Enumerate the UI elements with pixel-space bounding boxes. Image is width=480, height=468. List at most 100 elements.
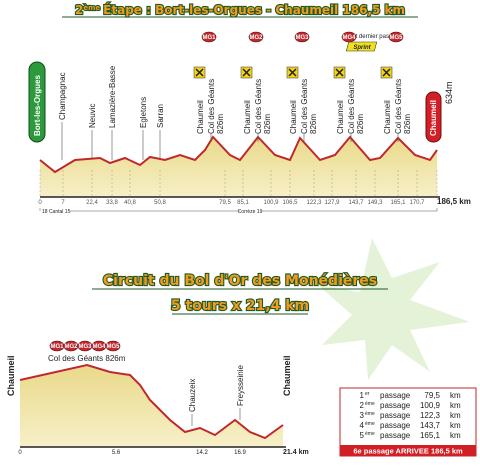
km-label: 40,8 [124, 200, 136, 206]
passages-table [339, 387, 477, 457]
finish-badge [425, 91, 442, 143]
climb-icon-x [288, 68, 297, 77]
road-label: Corrèze 19 [238, 209, 263, 215]
km-label: 85,1 [237, 200, 249, 206]
km-label: 33,8 [106, 200, 118, 206]
road-bracket [39, 208, 438, 212]
mg-badge-label: MG5 [106, 344, 120, 350]
km-label: 106,5 [282, 200, 298, 206]
climb-alt: 826m [216, 114, 225, 134]
climb-alt: 826m [263, 114, 272, 134]
row-unit: km [450, 411, 461, 420]
climb-alt: 826m [403, 114, 412, 134]
mg-badge [248, 31, 264, 43]
km-label: 170,7 [409, 200, 425, 206]
km-label: 7 [61, 200, 65, 206]
climb-town: Chaumeil [196, 100, 205, 134]
climb-icon-x [195, 68, 204, 77]
km-label: 186,5 km [437, 197, 471, 206]
climb-town: Chaumeil [336, 100, 345, 134]
km-label: 143,7 [348, 200, 364, 206]
row-word: passage [380, 421, 411, 430]
start-badge [28, 61, 46, 143]
decor-star [318, 238, 470, 380]
road-label: 18 Cantal 15 [42, 209, 71, 215]
row-unit: km [450, 421, 461, 430]
row-km: 165,1 [420, 431, 441, 440]
row-sup: ème [365, 411, 375, 417]
title-text: Étape : Bort-les-Orgues - Chaumeil 186,5… [103, 2, 405, 17]
row-km: 79,5 [424, 391, 440, 400]
mg-badge-label: MG3 [78, 344, 92, 350]
circuit-place: Chauzeix [188, 379, 197, 412]
circuit-place: Chaumeil [282, 355, 292, 396]
climb-alt: 826m [356, 114, 365, 134]
mg-badge-label: MG2 [64, 344, 78, 350]
circuit-terrain [20, 365, 283, 447]
place-label: Lamazière-Basse [108, 65, 117, 128]
title-number: 2 [75, 3, 83, 17]
row-unit: km [450, 401, 461, 410]
mg-badge [105, 340, 121, 352]
km-label: 165,1 [390, 200, 406, 206]
finish-label: Chaumeil [429, 100, 438, 136]
climb-town: Chaumeil [289, 100, 298, 134]
climb-col: Col des Géants [207, 79, 216, 134]
climb-icon-x [335, 68, 344, 77]
climb-col: Col des Géants [254, 79, 263, 134]
circuit-subtitle: 5 tours x 21,4 km [171, 298, 309, 314]
finish-altitude: 634m [444, 81, 454, 104]
climb-col: Col des Géants [300, 79, 309, 134]
sprint-label: Sprint [353, 45, 371, 51]
km-label: 127,9 [324, 200, 340, 206]
start-label: Bort-les-Orgues [33, 75, 42, 136]
climb-town: Chaumeil [243, 100, 252, 134]
row-sup: ème [365, 401, 375, 407]
circuit-km: 0 [18, 450, 22, 456]
circuit-km: 16.9 [234, 450, 246, 456]
km-label: 122,3 [306, 200, 322, 206]
mg-badge-label: MG1 [202, 35, 216, 41]
km-label: 22,4 [86, 200, 98, 206]
row-unit: km [450, 431, 461, 440]
place-label: Sarran [156, 104, 165, 128]
circuit-km: 14.2 [196, 450, 208, 456]
final-row-bg [340, 445, 476, 456]
row-km: 100,9 [420, 401, 441, 410]
row-ordinal: 1 [360, 391, 365, 400]
place-label: Neuvic [88, 104, 97, 128]
row-sup: ème [365, 421, 375, 427]
mg-badge [341, 31, 357, 43]
row-unit: km [450, 391, 461, 400]
row-sup: ème [365, 431, 375, 437]
row-word: passage [380, 411, 411, 420]
mg-badge-label: MG4 [342, 35, 356, 41]
km-label: 79,5 [219, 200, 231, 206]
row-word: passage [380, 401, 411, 410]
row-ordinal: 2 [360, 401, 365, 410]
mg-badge-label: MG4 [92, 344, 106, 350]
mg-badge-label: MG3 [295, 35, 309, 41]
row-ordinal: 5 [360, 431, 365, 440]
circuit-col: Col des Géants 826m [48, 354, 126, 363]
circuit-road [19, 363, 284, 440]
sprint-badge [345, 41, 378, 52]
climb-icon-x [382, 68, 391, 77]
row-sup: er [365, 391, 370, 397]
mg-badge [388, 31, 404, 43]
km-label: 0 [38, 200, 42, 206]
climb-col: Col des Géants [347, 79, 356, 134]
circuit-km: 21.4 km [283, 449, 309, 456]
stage-title: 2ème Étape : Bort-les-Orgues - Chaumeil 1… [75, 2, 405, 17]
stage-terrain [40, 137, 437, 197]
row-word: passage [380, 391, 411, 400]
row-km: 122,3 [420, 411, 441, 420]
sprint-note: Avant dernier passage [342, 34, 403, 40]
km-label: 100,9 [263, 200, 279, 206]
climb-col: Col des Géants [394, 79, 403, 134]
km-label: 149,3 [367, 200, 383, 206]
km-label: 50,8 [154, 200, 166, 206]
place-label: Egletons [139, 97, 148, 128]
mg-badge-label: MG2 [249, 35, 263, 41]
